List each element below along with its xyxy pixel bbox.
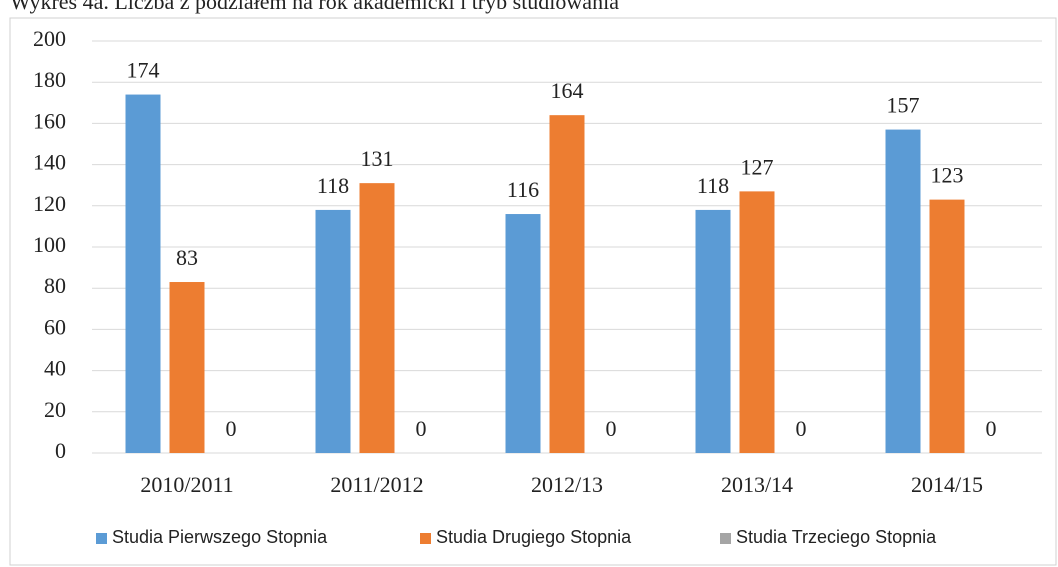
x-tick-label: 2011/2012 <box>330 472 423 497</box>
data-label: 118 <box>697 173 729 198</box>
legend-label: Studia Pierwszego Stopnia <box>112 527 328 547</box>
data-label: 174 <box>127 58 160 83</box>
legend-swatch <box>720 533 731 544</box>
legend-label: Studia Trzeciego Stopnia <box>736 527 937 547</box>
data-label: 0 <box>416 416 427 441</box>
data-label: 123 <box>931 163 964 188</box>
y-tick-label: 40 <box>44 356 66 381</box>
legend-label: Studia Drugiego Stopnia <box>436 527 632 547</box>
x-tick-label: 2014/15 <box>911 472 983 497</box>
bar <box>929 199 965 453</box>
legend-swatch <box>420 533 431 544</box>
data-label: 127 <box>741 154 774 179</box>
data-label: 118 <box>317 173 349 198</box>
x-tick-label: 2012/13 <box>531 472 603 497</box>
data-label: 157 <box>887 93 920 118</box>
data-label: 0 <box>226 416 237 441</box>
chart-border <box>9 17 1057 566</box>
bar <box>315 209 351 453</box>
data-label: 164 <box>551 78 584 103</box>
data-label: 131 <box>361 146 394 171</box>
y-tick-label: 180 <box>33 67 66 92</box>
legend-swatch <box>96 533 107 544</box>
data-label: 0 <box>986 416 997 441</box>
bar <box>739 191 775 453</box>
y-tick-label: 0 <box>55 438 66 463</box>
bar <box>505 214 541 453</box>
y-tick-label: 60 <box>44 314 66 339</box>
bar <box>125 94 161 453</box>
chart-title: Wykres 4a. Liczba z podziałem na rok aka… <box>10 0 619 14</box>
y-tick-label: 20 <box>44 397 66 422</box>
data-label: 83 <box>176 245 198 270</box>
bar <box>549 115 585 453</box>
bar <box>169 282 205 453</box>
y-tick-label: 120 <box>33 191 66 216</box>
y-tick-label: 200 <box>33 26 66 51</box>
y-tick-label: 80 <box>44 273 66 298</box>
y-tick-label: 160 <box>33 108 66 133</box>
x-tick-label: 2010/2011 <box>140 472 233 497</box>
y-tick-label: 140 <box>33 150 66 175</box>
bar <box>885 129 921 453</box>
bar <box>695 209 731 453</box>
bar <box>359 183 395 453</box>
x-tick-label: 2013/14 <box>721 472 793 497</box>
data-label: 0 <box>606 416 617 441</box>
y-tick-label: 100 <box>33 232 66 257</box>
data-label: 116 <box>507 177 539 202</box>
data-label: 0 <box>796 416 807 441</box>
